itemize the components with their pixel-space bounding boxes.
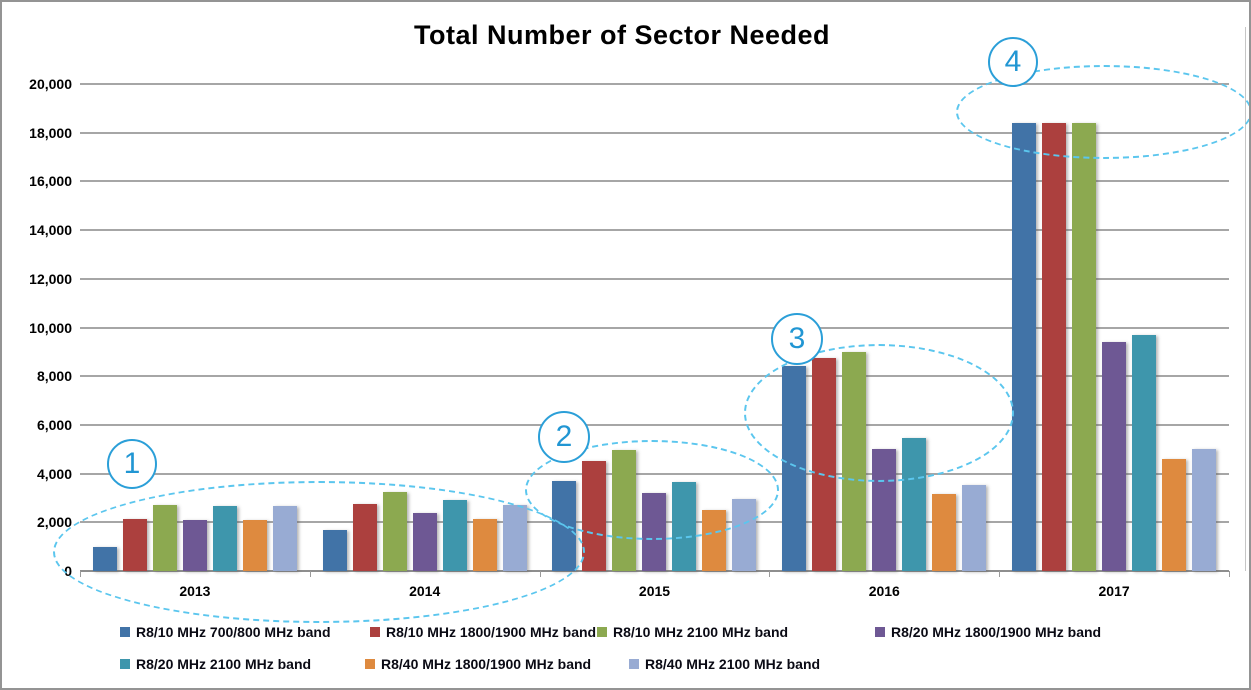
y-axis-tick-label: 20,000 bbox=[29, 76, 72, 92]
bar-series-1 bbox=[1012, 122, 1037, 571]
legend-label: R8/10 MHz 1800/1900 MHz band bbox=[386, 624, 597, 640]
chart-right-border bbox=[1245, 27, 1246, 571]
legend-swatch bbox=[120, 659, 130, 669]
annotation-circle: 4 bbox=[988, 37, 1038, 87]
y-axis-tick-label: 12,000 bbox=[29, 270, 72, 287]
x-axis-category-label: 2015 bbox=[638, 583, 671, 599]
legend-item: R8/20 MHz 1800/1900 MHz band bbox=[875, 624, 1101, 640]
legend-item: R8/10 MHz 1800/1900 MHz band bbox=[370, 624, 596, 640]
y-axis-tick-label: 10,000 bbox=[29, 319, 72, 336]
legend-item: R8/40 MHz 1800/1900 MHz band bbox=[365, 656, 591, 672]
legend-label: R8/10 MHz 2100 MHz band bbox=[613, 624, 789, 640]
legend-label: R8/40 MHz 2100 MHz band bbox=[645, 656, 821, 672]
x-axis-tick bbox=[769, 571, 771, 577]
bar-series-6 bbox=[1162, 459, 1187, 571]
y-axis-tick-label: 18,000 bbox=[29, 124, 72, 141]
gridline bbox=[80, 180, 1229, 183]
bar-group bbox=[999, 122, 1229, 571]
gridline bbox=[80, 83, 1229, 85]
bar-series-5 bbox=[1132, 334, 1157, 571]
legend-swatch bbox=[597, 627, 607, 637]
legend-label: R8/20 MHz 2100 MHz band bbox=[136, 656, 312, 672]
legend-label: R8/10 MHz 700/800 MHz band bbox=[136, 624, 331, 640]
bar-series-4 bbox=[1102, 342, 1127, 571]
legend-label: R8/20 MHz 1800/1900 MHz band bbox=[891, 624, 1102, 640]
legend-label: R8/40 MHz 1800/1900 MHz band bbox=[381, 656, 592, 672]
y-axis: 0 2,000 4,000 6,000 8,000 10,000 12,000 14,000 1… bbox=[2, 76, 72, 579]
legend-item: R8/40 MHz 2100 MHz band bbox=[629, 656, 820, 672]
y-axis-tick-label: 8,000 bbox=[36, 368, 72, 385]
annotation-ellipse bbox=[744, 344, 1014, 482]
gridline bbox=[80, 375, 1229, 378]
annotation-ellipse bbox=[53, 481, 585, 623]
annotation-circle: 3 bbox=[771, 313, 823, 365]
x-axis-category-label: 2016 bbox=[868, 583, 900, 599]
gridline bbox=[80, 277, 1229, 280]
legend-swatch bbox=[370, 627, 380, 637]
legend-item: R8/10 MHz 2100 MHz band bbox=[597, 624, 788, 640]
annotation-number: 2 bbox=[555, 420, 573, 453]
bar-series-7 bbox=[1192, 449, 1217, 571]
y-axis-tick-label: 4,000 bbox=[36, 465, 72, 482]
annotation-circle: 1 bbox=[107, 439, 157, 489]
annotation-number: 3 bbox=[788, 322, 806, 355]
bar-series-3 bbox=[1072, 122, 1097, 571]
legend-swatch bbox=[365, 659, 375, 669]
gridline bbox=[80, 326, 1229, 329]
chart-title: Total Number of Sector Needed bbox=[413, 20, 831, 50]
bar-series-6 bbox=[932, 494, 957, 571]
y-axis-tick-label: 6,000 bbox=[36, 416, 72, 433]
gridline bbox=[80, 229, 1229, 232]
x-axis-tick bbox=[1229, 571, 1230, 577]
legend-swatch bbox=[875, 627, 885, 637]
annotation-number: 1 bbox=[123, 447, 141, 480]
y-axis-tick-label: 2,000 bbox=[36, 514, 72, 531]
y-axis-tick-label: 16,000 bbox=[29, 173, 72, 190]
legend-item: R8/10 MHz 700/800 MHz band bbox=[120, 624, 331, 640]
annotation-number: 4 bbox=[1004, 45, 1022, 78]
gridline bbox=[80, 570, 1229, 572]
gridline bbox=[80, 423, 1229, 426]
legend-swatch bbox=[120, 627, 130, 637]
legend-swatch bbox=[629, 659, 639, 669]
x-axis-tick bbox=[999, 571, 1001, 577]
bar-series-7 bbox=[962, 484, 987, 571]
gridline bbox=[80, 131, 1229, 134]
x-axis-category-label: 2017 bbox=[1098, 583, 1130, 599]
annotation-ellipse bbox=[956, 65, 1249, 159]
annotation-circle: 2 bbox=[538, 411, 590, 463]
y-axis-tick-label: 14,000 bbox=[29, 222, 72, 239]
bar-series-2 bbox=[1042, 122, 1067, 571]
annotation-ellipse bbox=[525, 440, 779, 540]
legend-item: R8/20 MHz 2100 MHz band bbox=[120, 656, 311, 672]
